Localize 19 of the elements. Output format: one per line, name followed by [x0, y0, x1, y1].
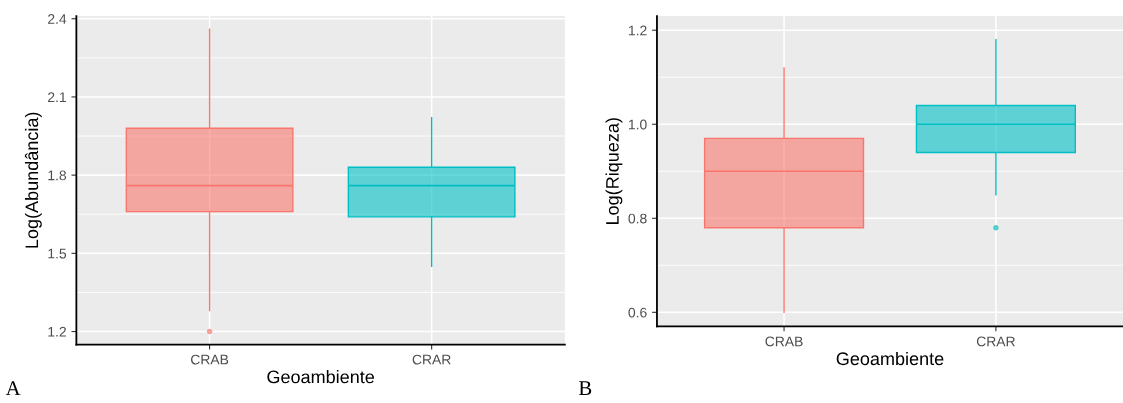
text: A	[5, 381, 21, 395]
y-tick-label: 2.4	[48, 14, 67, 24]
x-tick-label: CRAR	[412, 354, 451, 365]
y-tick-label: 0.6	[628, 307, 647, 318]
y-tick-label: 1.0	[628, 119, 647, 130]
y-tick-label: 1.2	[48, 326, 66, 337]
x-axis-title: Geoambiente	[267, 370, 375, 384]
x-tick-label: CRAB	[765, 336, 803, 347]
y-tick-label: 0.8	[628, 213, 647, 224]
y-axis-title: Log(Riqueza)	[605, 118, 623, 224]
x-tick-label: CRAR	[976, 336, 1015, 347]
y-tick-label: 1.8	[48, 170, 67, 181]
y-tick-label: 2.1	[48, 92, 66, 102]
y-axis-title: Log(Abundância)	[24, 112, 42, 248]
y-tick-label: 1.5	[48, 248, 67, 259]
y-tick-label: 1.2	[628, 25, 647, 36]
text: B	[578, 381, 592, 395]
x-tick-label: CRAB	[191, 354, 229, 365]
x-axis-title: Geoambiente	[836, 351, 944, 366]
